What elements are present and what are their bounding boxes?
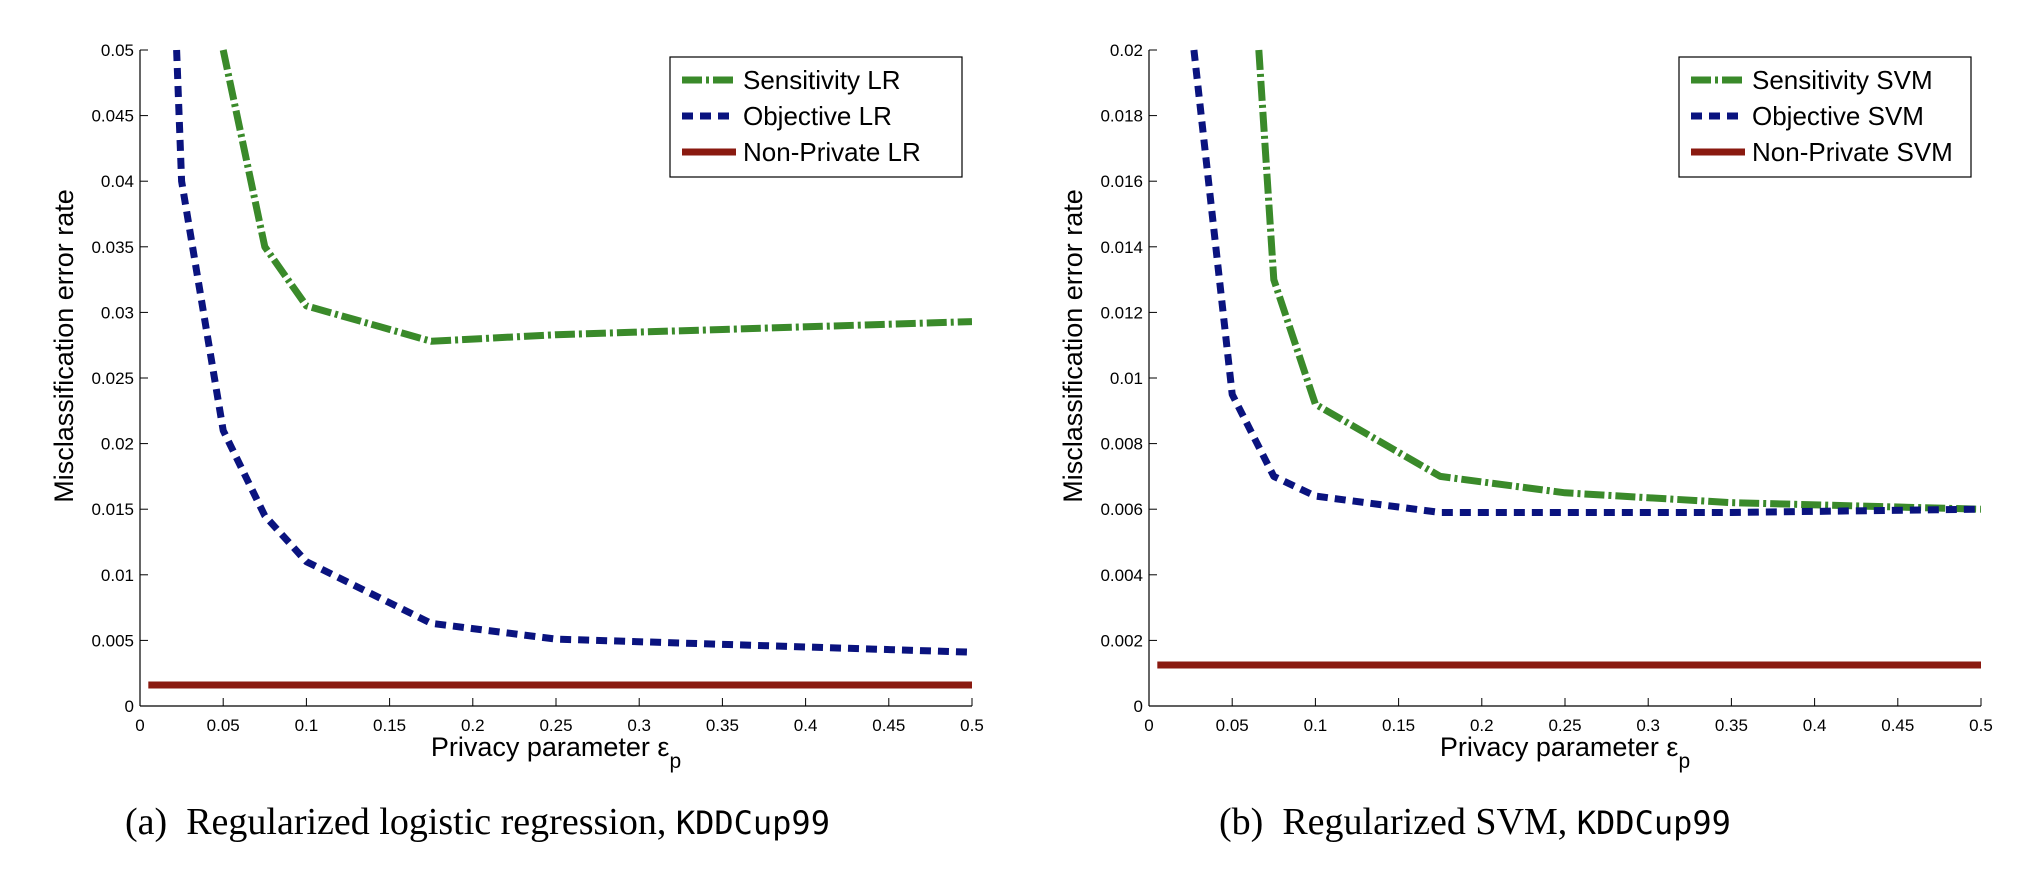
legend: Sensitivity SVM Objective SVM Non-Private … <box>1678 56 1972 178</box>
caption-b: (b) Regularized SVM, KDDCup99 <box>1219 800 1731 844</box>
chart-a: 0 0.05 0.1 0.15 0.2 0.25 0.3 0.35 0.4 0.45 0.5 0 0.0… <box>49 41 984 773</box>
series-line-sensitivity <box>219 49 972 345</box>
y-tick-label: 0.04 <box>101 172 134 191</box>
series-line-sensitivity <box>1255 49 1981 513</box>
legend-label: Objective SVM <box>1752 101 1924 131</box>
y-tick-label: 0.05 <box>101 41 134 60</box>
caption-a: (a) Regularized logistic regression, KDD… <box>125 800 830 844</box>
x-tick-label: 0.2 <box>1470 716 1494 735</box>
caption-a-dataset: KDDCup99 <box>675 804 830 842</box>
y-tick-label: 0.02 <box>101 435 134 454</box>
x-tick-label: 0.4 <box>794 716 818 735</box>
series-line-objective <box>1190 49 1981 516</box>
x-tick-label: 0.3 <box>627 716 651 735</box>
y-tick-label: 0.004 <box>1100 566 1143 585</box>
y-tick-label: 0.012 <box>1100 303 1143 322</box>
x-tick-label: 0 <box>1144 716 1153 735</box>
y-tick-label: 0.015 <box>91 500 134 519</box>
x-tick-label: 0.45 <box>1881 716 1914 735</box>
x-tick-label: 0.1 <box>295 716 319 735</box>
x-tick-label: 0.5 <box>1969 716 1993 735</box>
y-axis-label: Misclassification error rate <box>49 189 79 503</box>
x-tick-label: 0.4 <box>1803 716 1827 735</box>
y-tick-label: 0.008 <box>1100 435 1143 454</box>
y-tick-label: 0.03 <box>101 303 134 322</box>
y-tick-label: 0.018 <box>1100 107 1143 126</box>
legend-label: Objective LR <box>743 101 892 131</box>
legend-label: Non-Private LR <box>743 137 921 167</box>
y-tick-label: 0.02 <box>1110 41 1143 60</box>
y-tick-label: 0.035 <box>91 238 134 257</box>
y-tick-label: 0.014 <box>1100 238 1143 257</box>
y-tick-label: 0.025 <box>91 369 134 388</box>
caption-b-dataset: KDDCup99 <box>1576 804 1731 842</box>
x-tick-label: 0.05 <box>207 716 240 735</box>
y-tick-label: 0.016 <box>1100 172 1143 191</box>
legend-label: Sensitivity SVM <box>1752 65 1933 95</box>
chart-b: 0 0.05 0.1 0.15 0.2 0.25 0.3 0.35 0.4 0.45 0.5 0 0.0… <box>1058 41 1993 773</box>
x-tick-label: 0.15 <box>1382 716 1415 735</box>
caption-b-text: Regularized SVM, <box>1282 801 1568 843</box>
caption-a-text: Regularized logistic regression, <box>186 801 667 843</box>
y-tick-label: 0 <box>125 697 134 716</box>
caption-b-prefix: (b) <box>1219 801 1264 843</box>
x-tick-label: 0.15 <box>373 716 406 735</box>
x-axis-label: Privacy parameter εp <box>1440 732 1690 773</box>
y-tick-label: 0.005 <box>91 631 134 650</box>
y-axis-label: Misclassification error rate <box>1058 189 1088 503</box>
y-tick-label: 0.01 <box>1110 369 1143 388</box>
x-tick-label: 0.1 <box>1304 716 1328 735</box>
chart-panel-b: 0 0.05 0.1 0.15 0.2 0.25 0.3 0.35 0.4 0.45 0.5 0 0.0… <box>1009 0 2018 888</box>
y-tick-label: 0.045 <box>91 107 134 126</box>
y-tick-label: 0.01 <box>101 566 134 585</box>
caption-a-prefix: (a) <box>125 801 168 843</box>
legend-label: Sensitivity LR <box>743 65 901 95</box>
x-tick-label: 0.25 <box>1548 716 1581 735</box>
x-tick-label: 0.5 <box>960 716 984 735</box>
x-tick-label: 0.25 <box>539 716 572 735</box>
x-tick-label: 0 <box>135 716 144 735</box>
series-line-objective <box>173 49 972 656</box>
chart-panel-a: 0 0.05 0.1 0.15 0.2 0.25 0.3 0.35 0.4 0.45 0.5 0 0.0… <box>49 41 984 844</box>
x-tick-label: 0.35 <box>1715 716 1748 735</box>
legend-label: Non-Private SVM <box>1752 137 1953 167</box>
y-tick-label: 0.006 <box>1100 500 1143 519</box>
x-tick-label: 0.2 <box>461 716 485 735</box>
x-axis-label: Privacy parameter εp <box>431 732 681 773</box>
x-tick-label: 0.05 <box>1216 716 1249 735</box>
x-tick-label: 0.35 <box>706 716 739 735</box>
x-tick-label: 0.45 <box>872 716 905 735</box>
y-tick-label: 0 <box>1134 697 1143 716</box>
legend: Sensitivity LR Objective LR Non-Private LR <box>669 56 963 178</box>
y-tick-label: 0.002 <box>1100 631 1143 650</box>
x-tick-label: 0.3 <box>1636 716 1660 735</box>
